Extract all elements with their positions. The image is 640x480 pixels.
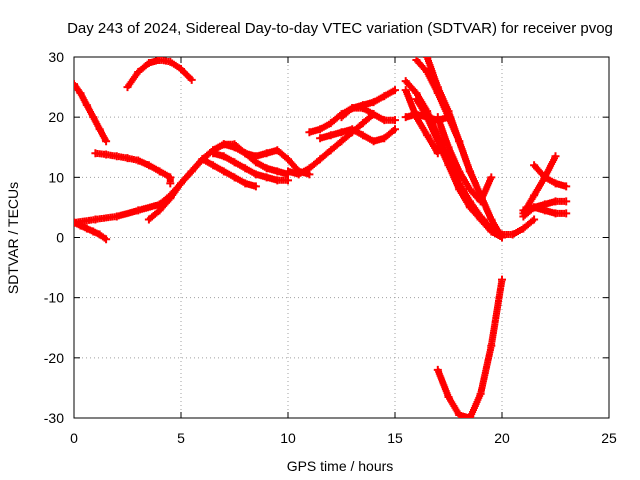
series-arc-19 xyxy=(412,95,506,242)
marker-trail xyxy=(318,126,397,145)
y-tick-label: 10 xyxy=(48,169,64,185)
x-tick-label: 5 xyxy=(177,430,185,446)
marker-trail xyxy=(74,82,109,143)
y-tick-label: 30 xyxy=(48,49,64,65)
marker-trail xyxy=(414,97,504,240)
y-axis-label: SDTVAR / TECUs xyxy=(5,182,21,294)
y-tick-label: -10 xyxy=(44,290,64,306)
series-arc-11 xyxy=(316,125,399,146)
chart-title: Day 243 of 2024, Sidereal Day-to-day VTE… xyxy=(67,20,613,37)
series-arc-12 xyxy=(337,104,399,125)
series-arc-14 xyxy=(401,77,539,239)
y-tick-label: 20 xyxy=(48,109,64,125)
marker-trail xyxy=(403,79,537,238)
data-series xyxy=(74,57,571,418)
marker-trail xyxy=(200,156,258,190)
y-tick-label: -30 xyxy=(44,410,64,426)
marker-trail xyxy=(125,57,194,89)
series-arc-1 xyxy=(74,80,111,146)
x-tick-label: 25 xyxy=(601,430,617,446)
series-arc-8 xyxy=(198,155,260,191)
marker-trail xyxy=(211,150,290,184)
marker-trail xyxy=(531,163,568,190)
marker-trail xyxy=(435,278,506,418)
series-arc-7 xyxy=(209,149,292,185)
series-arc-2 xyxy=(123,57,196,92)
axis-ticks: 0 5 10 15 20 25 -30 -20 -10 0 10 20 30 xyxy=(44,49,617,446)
series-arc-24 xyxy=(433,275,506,418)
x-tick-label: 10 xyxy=(280,430,296,446)
marker-trail xyxy=(94,150,174,185)
x-tick-label: 20 xyxy=(494,430,510,446)
series-arc-23 xyxy=(530,161,571,191)
x-tick-label: 15 xyxy=(387,430,403,446)
y-tick-label: 0 xyxy=(56,230,64,246)
series-arc-3 xyxy=(91,149,175,188)
marker-trail xyxy=(339,104,397,124)
y-tick-label: -20 xyxy=(44,350,64,366)
x-tick-label: 0 xyxy=(70,430,78,446)
x-axis-label: GPS time / hours xyxy=(287,458,394,474)
